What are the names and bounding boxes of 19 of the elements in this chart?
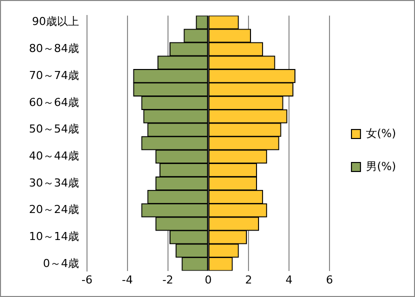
x-tick-label: 4	[286, 273, 293, 286]
y-tick-label: 30～34歳	[28, 176, 79, 190]
y-tick-label: 20～24歳	[28, 203, 79, 216]
x-tick-label: 0	[204, 273, 212, 286]
y-tick-label: 90歳以上	[32, 15, 79, 28]
legend-label: 男(%)	[366, 160, 396, 173]
x-tick-label: -2	[162, 273, 174, 286]
legend-label: 女(%)	[366, 126, 396, 140]
y-tick-label: 70～74歳	[28, 68, 79, 82]
y-tick-label: 60～64歳	[28, 96, 79, 109]
x-tick-label: 6	[326, 273, 333, 286]
y-tick-label: 10～14歳	[28, 230, 79, 244]
y-tick-label: 50～54歳	[28, 122, 79, 136]
y-tick-label: 40～44歳	[28, 149, 79, 162]
x-tick-label: 2	[245, 273, 252, 286]
x-tick-label: -4	[122, 273, 133, 286]
x-tick-label: -6	[82, 273, 92, 286]
y-tick-label: 80～84歳	[28, 42, 79, 56]
y-tick-label: 0～4歳	[42, 256, 79, 270]
